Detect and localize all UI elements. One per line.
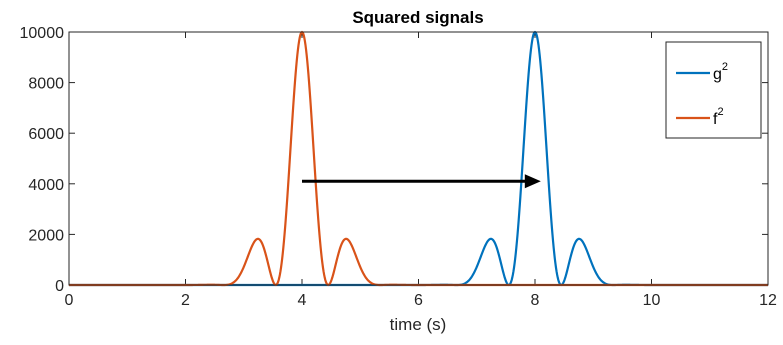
- axis-ticks: [68, 31, 769, 286]
- x-tick-label: 2: [181, 292, 190, 309]
- annotation-layer: [302, 174, 541, 189]
- x-tick-label: 0: [65, 292, 74, 309]
- legend-box: [665, 41, 762, 139]
- shift-arrow-head: [524, 174, 541, 189]
- legend: g2 f2: [665, 41, 762, 139]
- x-tick-label: 4: [298, 292, 307, 309]
- x-tick-label: 12: [759, 292, 777, 309]
- y-tick-label: 4000: [28, 177, 64, 194]
- series-line-g2: [69, 30, 768, 287]
- y-tick-label: 6000: [28, 126, 64, 143]
- x-tick-label: 6: [414, 292, 423, 309]
- legend-label-f-name: f: [713, 111, 718, 128]
- y-tick-label: 0: [55, 278, 64, 295]
- legend-label-f2: f2: [713, 106, 724, 128]
- x-tick-label: 8: [531, 292, 540, 309]
- y-tick-labels: 0 2000 4000 6000 8000 10000: [20, 25, 65, 295]
- y-tick-label: 8000: [28, 76, 64, 93]
- legend-label-f-superscript: 2: [717, 106, 723, 118]
- plot-area-frame: [68, 31, 769, 286]
- y-tick-label: 2000: [28, 227, 64, 244]
- series-layer: [69, 30, 768, 287]
- x-axis-label: time (s): [390, 315, 447, 334]
- legend-label-g2: g2: [713, 61, 728, 83]
- legend-label-g-name: g: [713, 66, 722, 83]
- x-tick-label: 10: [643, 292, 661, 309]
- series-line-f2: [69, 30, 768, 287]
- y-tick-label: 10000: [20, 25, 65, 42]
- x-tick-labels: 0 2 4 6 8 10 12: [65, 292, 777, 309]
- chart-title: Squared signals: [352, 8, 483, 27]
- legend-label-g-superscript: 2: [722, 61, 728, 73]
